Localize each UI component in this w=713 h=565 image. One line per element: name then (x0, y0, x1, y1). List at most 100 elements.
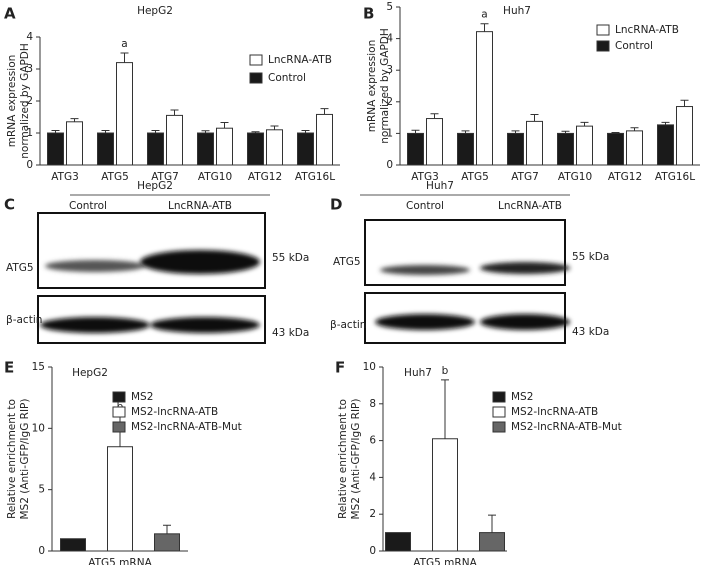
legend-label: MS2-lncRNA-ATB-Mut (511, 421, 622, 433)
band (380, 265, 470, 275)
legend-swatch (596, 40, 610, 52)
annotation: a (481, 9, 487, 21)
x-tick-label: ATG12 (608, 171, 642, 183)
bar (166, 114, 183, 166)
x-tick-label: ATG5 mRNA (413, 557, 477, 565)
bar (197, 132, 214, 166)
size-label: 55 kDa (572, 251, 609, 263)
protein-label: ATG5 (333, 256, 361, 268)
error-bar (320, 108, 329, 115)
bar (476, 31, 493, 166)
blot-title: HepG2 (137, 180, 173, 192)
error-bar (201, 130, 210, 133)
bar (526, 120, 543, 166)
x-tick-label: ATG10 (558, 171, 592, 183)
x-tick-label: ATG12 (248, 171, 282, 183)
annotation: a (121, 38, 127, 50)
bar (316, 113, 333, 166)
panel-letter: D (330, 196, 342, 214)
y-axis-label: MS2 (Anti-GFP/IgG RIP) (19, 399, 31, 520)
y-axis-label: normalized by GAPDH (19, 43, 31, 159)
bar (154, 533, 180, 552)
error-bar (51, 129, 60, 133)
y-tick-label: 2 (369, 508, 376, 520)
size-label: 55 kDa (272, 252, 309, 264)
protein-label: β-actin (330, 319, 366, 331)
blot-title: Huh7 (426, 180, 454, 192)
legend-label: MS2 (511, 391, 533, 403)
legend-label: Control (268, 72, 306, 84)
x-tick-label: ATG16L (295, 171, 335, 183)
legend-label: MS2 (131, 391, 153, 403)
error-bar (301, 129, 310, 133)
y-tick-label: 6 (369, 435, 376, 447)
bar (407, 132, 424, 166)
band (150, 317, 260, 333)
legend-label: MS2-lncRNA-ATB-Mut (131, 421, 242, 433)
error-bar (441, 379, 449, 439)
y-tick-label: 2 (386, 96, 393, 108)
error-bar (561, 130, 570, 134)
protein-label: ATG5 (6, 262, 34, 274)
chart-title: HepG2 (137, 5, 173, 17)
band (140, 250, 260, 274)
y-tick-label: 0 (386, 159, 393, 171)
bar (97, 132, 114, 166)
panel-letter: F (335, 359, 345, 377)
error-bar (580, 121, 589, 127)
legend-label: LncRNA-ATB (615, 24, 679, 36)
x-tick-label: ATG7 (151, 171, 179, 183)
x-tick-label: ATG10 (198, 171, 232, 183)
y-axis-label: Relative enrichment to (337, 399, 349, 519)
band (480, 262, 570, 274)
band (45, 260, 145, 272)
y-tick-label: 10 (363, 361, 376, 373)
bar (297, 132, 314, 166)
y-tick-label: 3 (26, 63, 33, 75)
blot-panel-c: C HepG2 Control LncRNA-ATB ATG5 55 kDa β… (4, 180, 309, 344)
lane-label: LncRNA-ATB (168, 200, 232, 212)
chart-title: HepG2 (72, 367, 108, 379)
error-bar (251, 131, 260, 133)
legend-swatch (112, 406, 126, 418)
bar (247, 132, 264, 166)
bar (479, 532, 505, 552)
blot-box (37, 212, 266, 289)
panel-letter: E (4, 359, 14, 377)
error-bar (170, 109, 179, 116)
y-axis-label: normalized by GAPDH (379, 28, 391, 144)
legend-swatch (596, 24, 610, 36)
lane-label: Control (406, 200, 444, 212)
error-bar (480, 23, 489, 32)
y-tick-label: 15 (32, 361, 45, 373)
error-bar (270, 125, 279, 130)
panel-letter: A (4, 5, 16, 23)
legend-label: LncRNA-ATB (268, 54, 332, 66)
error-bar (430, 113, 439, 119)
bar (457, 132, 474, 166)
y-axis-label: MS2 (Anti-GFP/IgG RIP) (350, 399, 362, 520)
bar (607, 132, 624, 166)
error-bar (611, 131, 620, 134)
bar (47, 132, 64, 166)
x-tick-label: ATG3 (411, 171, 439, 183)
legend-swatch (112, 421, 126, 433)
x-tick-label: ATG5 (461, 171, 489, 183)
legend-label: MS2-lncRNA-ATB (131, 406, 218, 418)
bar (507, 132, 524, 166)
error-bar (461, 130, 470, 134)
y-tick-label: 4 (386, 33, 393, 45)
y-tick-label: 8 (369, 398, 376, 410)
protein-label: β-actin (6, 314, 42, 326)
error-bar (70, 118, 79, 122)
y-tick-label: 4 (26, 31, 33, 43)
y-tick-label: 5 (386, 1, 393, 13)
legend-swatch (249, 54, 263, 66)
error-bar (411, 129, 420, 134)
y-tick-label: 1 (26, 127, 33, 139)
y-tick-label: 3 (386, 64, 393, 76)
annotation: b (442, 365, 449, 377)
legend-label: Control (615, 40, 653, 52)
error-bar (630, 127, 639, 131)
